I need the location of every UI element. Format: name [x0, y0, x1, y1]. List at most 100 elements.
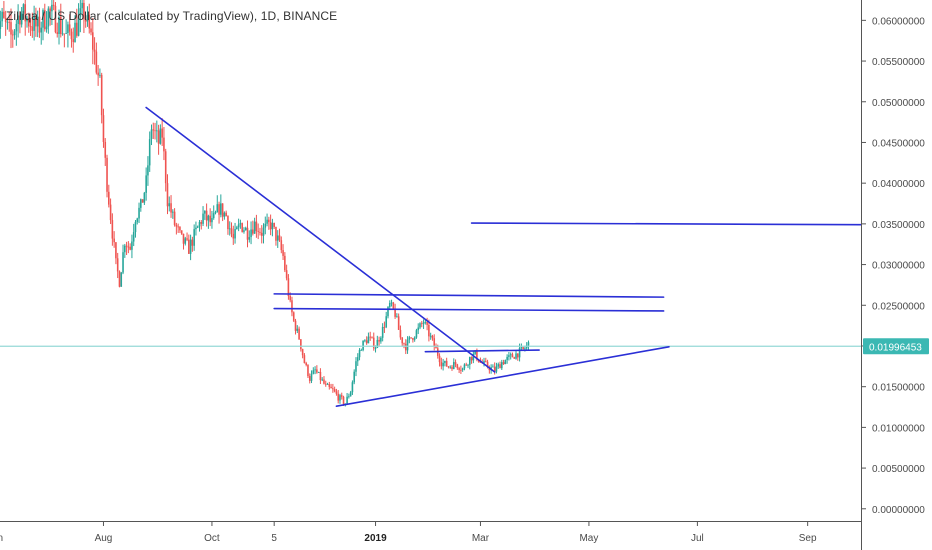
horizontal-level[interactable]	[470, 222, 862, 226]
candle-body	[452, 362, 455, 370]
price-tick-label: 0.04500000	[872, 138, 925, 149]
candle-body	[372, 337, 375, 349]
candle-body	[513, 357, 516, 359]
candle-body	[333, 389, 336, 392]
candle-body	[468, 356, 471, 365]
horizontal-level[interactable]	[273, 293, 665, 298]
drawing-layer[interactable]	[145, 106, 862, 408]
candle-body	[520, 347, 523, 348]
candle-body	[113, 238, 115, 243]
candle-body	[205, 210, 208, 221]
candle-body	[173, 211, 176, 225]
candle-body	[244, 227, 247, 231]
candle-body	[260, 232, 263, 236]
candle-body	[486, 361, 489, 368]
time-tick-label: Oct	[204, 533, 220, 544]
candle-body	[330, 386, 332, 389]
candle-body	[369, 336, 372, 338]
candle-body	[387, 307, 389, 317]
candle-body	[506, 356, 508, 360]
candle-body	[463, 364, 466, 369]
candle-body	[440, 362, 443, 367]
candle-body	[493, 366, 496, 372]
price-axis[interactable]: 0.06000000 0.05500000 0.05000000 0.04500000…	[861, 16, 925, 516]
candle-body	[495, 366, 498, 372]
candle-body	[243, 230, 245, 232]
candle-body	[511, 354, 514, 358]
descending-trendline[interactable]	[145, 106, 496, 373]
price-tick-label: 0.00500000	[872, 464, 925, 475]
candle-body	[472, 353, 475, 361]
candle-body	[298, 328, 300, 340]
candle-body	[58, 17, 60, 34]
candle-body	[479, 362, 482, 363]
candle-body	[431, 335, 434, 339]
candle-body	[145, 175, 147, 193]
candle-body	[225, 212, 227, 217]
candle-body	[198, 222, 201, 227]
candle-body	[397, 316, 400, 330]
candle-body	[131, 241, 133, 250]
horizontal-level[interactable]	[424, 349, 540, 353]
candle-body	[97, 72, 99, 76]
candle-body	[209, 215, 211, 223]
candle-body	[150, 129, 153, 140]
candle-body	[476, 350, 478, 360]
candle-body	[342, 396, 345, 404]
candle-body	[6, 21, 9, 23]
candle-body	[79, 8, 82, 17]
price-tick-label: 0.01000000	[872, 423, 925, 434]
candle-body	[161, 128, 163, 138]
candle-body	[319, 371, 322, 381]
candle-body	[72, 39, 75, 43]
candle-body	[276, 235, 279, 241]
candle-body	[316, 369, 318, 373]
candle-body	[191, 239, 194, 246]
candle-body	[8, 21, 11, 23]
candle-body	[164, 151, 167, 184]
candle-body	[292, 312, 295, 321]
candle-body	[188, 239, 190, 254]
candle-body	[109, 204, 112, 221]
candle-body	[339, 395, 341, 401]
candle-body	[70, 31, 73, 40]
candle-body	[527, 342, 530, 346]
candle-body	[458, 368, 460, 370]
price-tick-label: 0.03500000	[872, 220, 925, 231]
candle-body	[262, 227, 265, 236]
candle-body	[59, 17, 62, 34]
candle-body	[106, 157, 108, 192]
candle-body	[74, 22, 76, 43]
support-trendline[interactable]	[335, 345, 670, 408]
candle-body	[300, 339, 302, 350]
candle-body	[221, 203, 224, 217]
candle-body	[227, 216, 229, 230]
horizontal-level[interactable]	[273, 307, 665, 312]
candle-body	[346, 396, 348, 404]
price-tick-label: 0.02500000	[872, 301, 925, 312]
candle-body	[236, 227, 238, 230]
candle-body	[264, 223, 267, 228]
candle-body	[324, 383, 327, 385]
time-tick-label: Mar	[472, 533, 490, 544]
candle-body	[234, 229, 236, 239]
candle-body	[253, 221, 256, 234]
time-tick-label: 2019	[364, 533, 387, 544]
candle-body	[239, 223, 242, 225]
price-tick-label: 0.03000000	[872, 261, 925, 272]
candle-body	[321, 379, 323, 381]
candle-body	[396, 316, 398, 318]
candle-body	[278, 235, 281, 241]
candle-body	[83, 2, 85, 20]
candle-body	[116, 258, 119, 272]
candle-body	[412, 338, 414, 340]
candle-body	[147, 165, 149, 176]
candle-body	[31, 26, 34, 31]
candle-body	[380, 337, 382, 342]
candle-body	[65, 33, 67, 34]
time-axis[interactable]: Jun Aug Oct 5 2019 Mar May Jul Sep	[0, 521, 817, 544]
candle-body	[504, 359, 507, 365]
plot-area[interactable]	[0, 0, 861, 521]
candle-body	[35, 15, 37, 27]
